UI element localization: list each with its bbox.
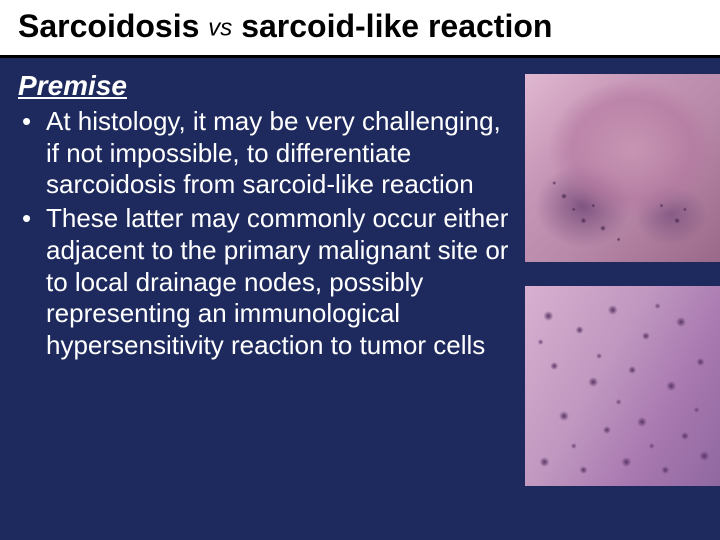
- bullet-list: At histology, it may be very challenging…: [18, 106, 517, 362]
- bullet-item: These latter may commonly occur either a…: [18, 203, 517, 362]
- image-column: [525, 70, 720, 486]
- slide-title: Sarcoidosis vs sarcoid-like reaction: [18, 8, 702, 45]
- bullet-item: At histology, it may be very challenging…: [18, 106, 517, 201]
- histology-image-granuloma: [525, 74, 720, 262]
- text-column: Premise At histology, it may be very cha…: [18, 70, 525, 486]
- histology-image-cells: [525, 286, 720, 486]
- title-vs: vs: [208, 15, 232, 42]
- content-area: Premise At histology, it may be very cha…: [0, 58, 720, 486]
- title-bar: Sarcoidosis vs sarcoid-like reaction: [0, 0, 720, 58]
- premise-heading: Premise: [18, 70, 517, 102]
- title-part1: Sarcoidosis: [18, 8, 208, 44]
- title-part2: sarcoid-like reaction: [232, 8, 552, 44]
